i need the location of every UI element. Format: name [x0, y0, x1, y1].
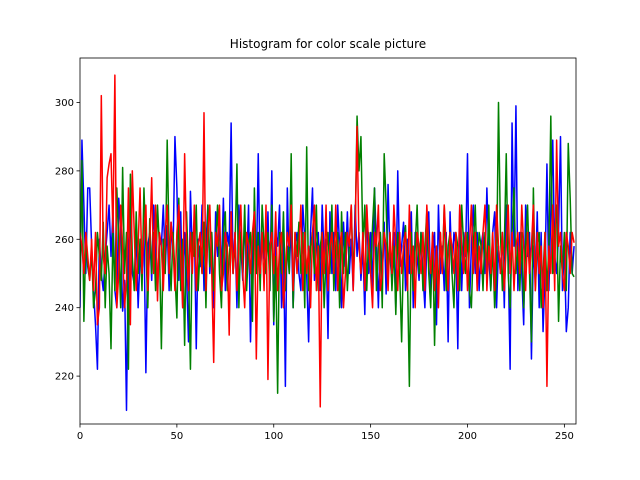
x-tick-label: 150: [361, 431, 380, 442]
chart-title: Histogram for color scale picture: [230, 37, 426, 51]
y-tick-label: 240: [55, 303, 74, 314]
x-tick-label: 200: [458, 431, 477, 442]
plot-frame: [79, 57, 577, 425]
y-tick-label: 300: [55, 98, 74, 109]
x-tick-label: 100: [264, 431, 283, 442]
x-tick-label: 250: [555, 431, 574, 442]
series-line: [80, 74, 575, 408]
y-tick-label: 280: [55, 166, 74, 177]
y-tick-label: 260: [55, 235, 74, 246]
y-tick-label: 220: [55, 372, 74, 383]
x-tick-label: 50: [171, 431, 184, 442]
x-tick-label: 0: [77, 431, 83, 442]
